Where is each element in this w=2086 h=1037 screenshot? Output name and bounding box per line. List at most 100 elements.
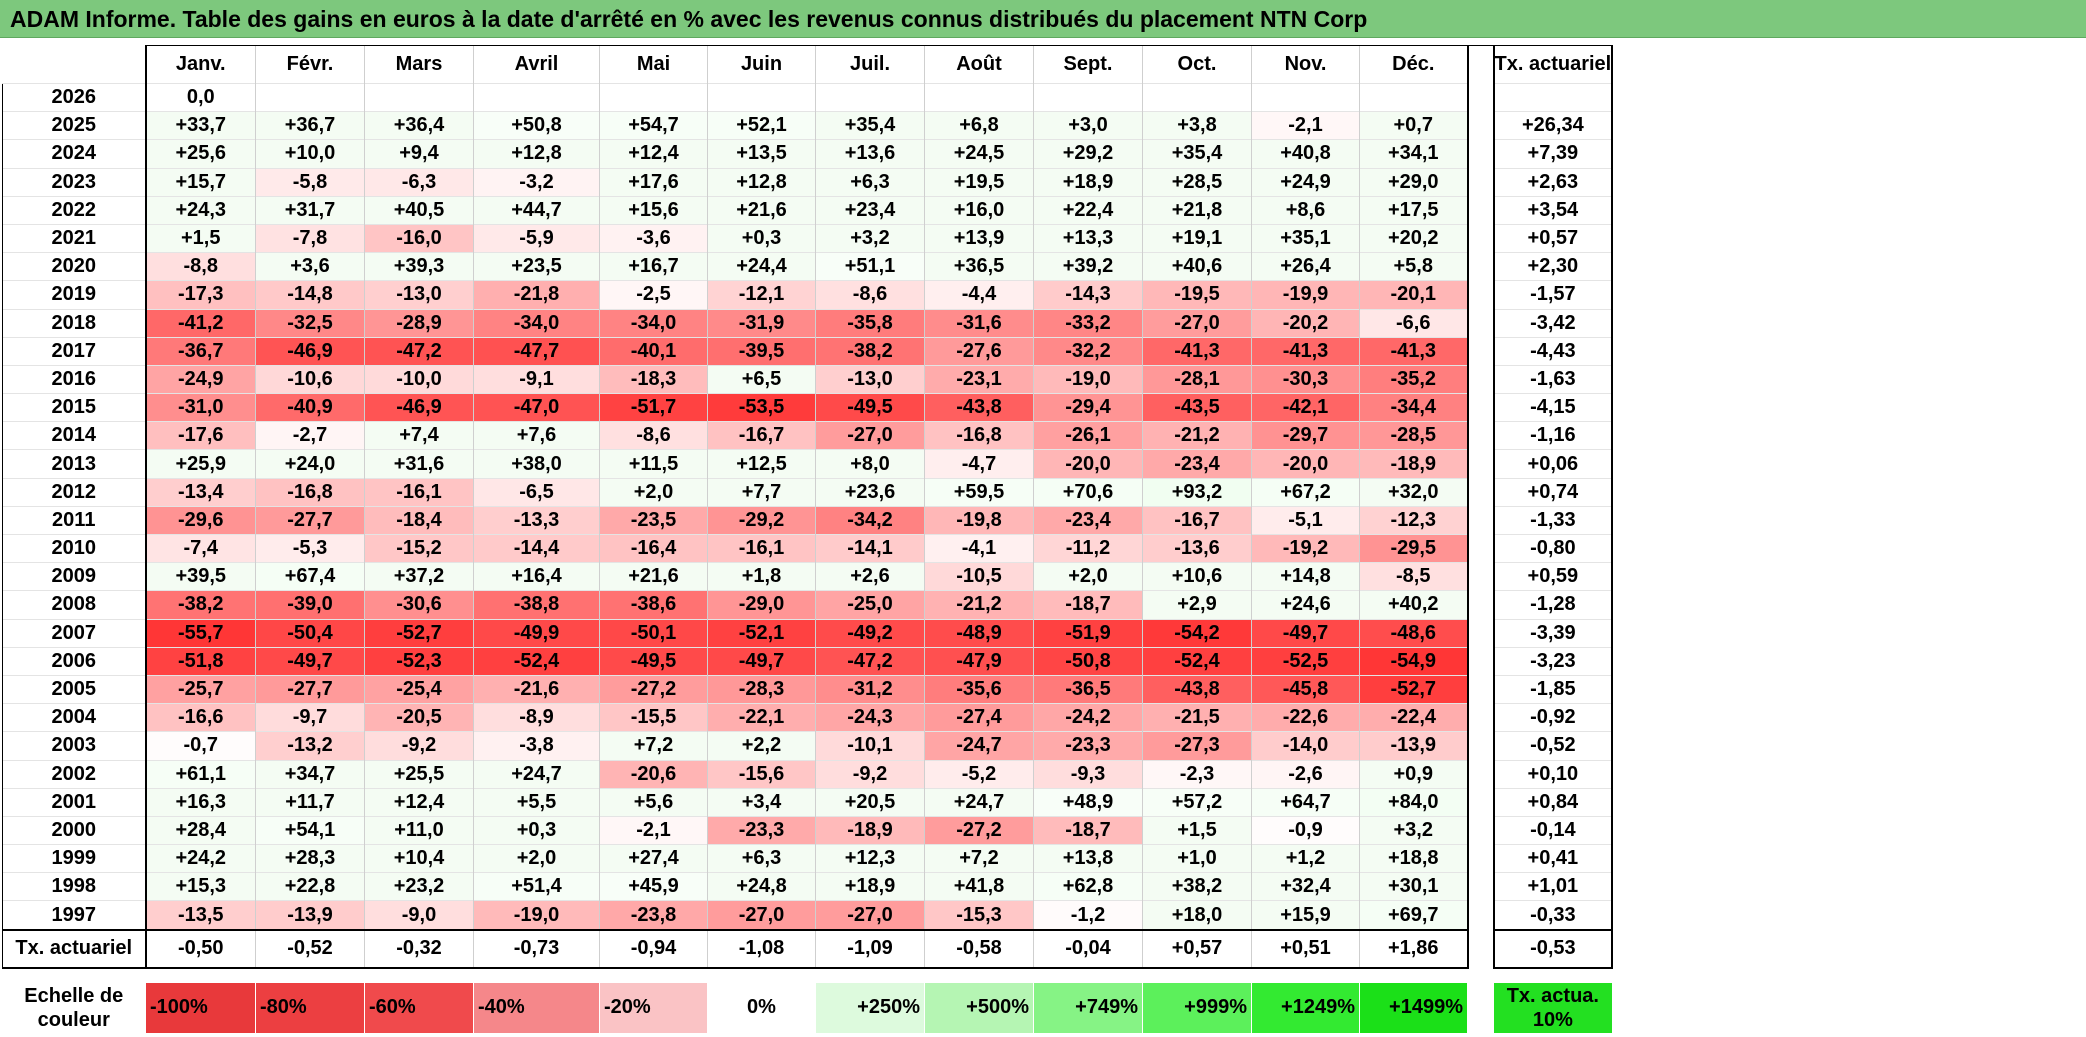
gain-cell: -41,3 [1251,336,1360,366]
gain-cell: -11,2 [1033,533,1143,563]
year-row: 2007 -55,7 -50,4 -52,7 -49,9 -50,1 -52,1 -49,2-… [2,618,1614,648]
gain-cell [1142,82,1252,112]
gain-cell [473,82,600,112]
gain-cell: -53,5 [707,393,816,422]
gain-cell: -40,1 [599,336,708,366]
gain-cell: -49,5 [599,646,708,676]
gain-cell: +16,4 [473,562,600,591]
gain-cell: -27,2 [599,674,708,704]
gain-cell: -27,7 [255,505,365,535]
gain-cell: -7,8 [255,223,365,253]
gain-cell: -23,3 [707,815,816,845]
gain-cell: -34,2 [815,505,925,535]
gain-cell: -3,6 [599,223,708,253]
gain-cell: -5,3 [255,533,365,563]
gain-cell: +13,9 [924,223,1034,253]
column-gap [1467,168,1494,197]
gain-cell: -51,9 [1033,618,1143,648]
gain-cell: +14,8 [1251,562,1360,591]
gain-cell: -13,9 [1359,731,1469,760]
gain-cell: +35,4 [815,111,925,140]
gain-cell: -16,1 [707,533,816,563]
annual-rate-cell: +1,01 [1492,872,1614,901]
gain-cell [707,82,816,112]
year-row: 2011 -29,6 -27,7 -18,4 -13,3 -23,5 -29,2 -34,2-… [2,505,1614,535]
year-row: 2018 -41,2 -32,5 -28,9 -34,0 -34,0 -31,9 -35,8-… [2,308,1614,338]
gain-cell: +21,6 [599,562,708,591]
gain-cell: -49,7 [707,646,816,676]
month-header: Juil. [815,45,925,84]
gain-cell: -13,0 [815,364,925,394]
gain-cell: -31,2 [815,674,925,704]
gain-cell: -22,6 [1251,703,1360,732]
gain-cell: +2,0 [473,844,600,873]
total-cell: -0,58 [924,928,1034,969]
gain-cell: +13,5 [707,139,816,169]
column-gap [1467,929,1494,968]
gain-cell: -43,8 [924,393,1034,422]
year-row: 1997 -13,5 -13,9 -9,0 -19,0 -23,8 -27,0 -27,0 -1… [2,900,1614,931]
gain-cell: -14,1 [815,533,925,563]
gain-cell: -51,7 [599,393,708,422]
gain-cell: -20,0 [1251,449,1360,479]
gain-cell: -8,6 [599,421,708,450]
gain-cell: +20,2 [1359,223,1469,253]
gain-cell: -29,6 [144,505,256,535]
gain-cell: +13,8 [1033,844,1143,873]
total-cell: -1,08 [707,928,816,969]
gains-table: Janv. Févr. Mars Avril Mai Juin Juil. Août Sept.… [2,45,1614,1033]
gain-cell: +3,0 [1033,111,1143,140]
column-gap [1467,83,1494,112]
annual-rate-cell: +2,63 [1492,167,1614,197]
gain-cell: +3,6 [255,252,365,281]
color-scale-step: -20% [599,982,708,1033]
year-row: 2010 -7,4 -5,3 -15,2 -14,4 -16,4 -16,1 -14,1 -4,… [2,533,1614,563]
gain-cell: -1,2 [1033,900,1143,931]
gain-cell: +28,4 [144,815,256,845]
gain-cell: -27,2 [924,815,1034,845]
gain-cell: +19,5 [924,167,1034,197]
year-row: 2020 -8,8 +3,6 +39,3 +23,5 +16,7 +24,4 +51,1 +36… [2,252,1614,281]
gain-cell: -50,8 [1033,646,1143,676]
gain-cell: -8,9 [473,703,600,732]
gain-cell: -7,4 [144,533,256,563]
gain-cell: -8,5 [1359,562,1469,591]
gain-cell: +11,5 [599,449,708,479]
total-cell: -0,50 [144,928,256,969]
column-gap [1467,816,1494,845]
gain-cell: -35,2 [1359,364,1469,394]
gain-cell: +23,6 [815,477,925,507]
annual-rate-cell [1492,82,1614,112]
gain-cell: -47,9 [924,646,1034,676]
gain-cell: +15,9 [1251,900,1360,931]
gain-cell: +24,0 [255,449,365,479]
gain-cell: +13,3 [1033,223,1143,253]
gain-cell: -27,7 [255,674,365,704]
year-label: 2017 [2,336,146,366]
year-row: 2003 -0,7 -13,2 -9,2 -3,8 +7,2 +2,2 -10,1 -24,7-… [2,731,1614,760]
gain-cell: -4,1 [924,533,1034,563]
gain-cell: -13,2 [255,731,365,760]
annual-rate-cell: -0,33 [1492,900,1614,931]
gain-cell: -40,9 [255,393,365,422]
gain-cell: -9,3 [1033,759,1143,789]
gain-cell: +24,8 [707,872,816,901]
annual-rate-cell: -1,33 [1492,505,1614,535]
annual-rate-cell: -4,43 [1492,336,1614,366]
annual-rate-cell: +0,57 [1492,223,1614,253]
gain-cell: +2,6 [815,562,925,591]
annual-rate-cell: -4,15 [1492,393,1614,422]
year-row: 2006 -51,8 -49,7 -52,3 -52,4 -49,5 -49,7 -47,2-… [2,646,1614,676]
gain-cell: -2,7 [255,421,365,450]
gain-cell: -0,7 [144,731,256,760]
gain-cell: -14,0 [1251,731,1360,760]
gain-cell: -52,7 [1359,674,1469,704]
gain-cell: -30,6 [364,590,474,620]
gain-cell: -20,6 [599,759,708,789]
gain-cell: +84,0 [1359,787,1469,817]
gain-cell: -36,5 [1033,674,1143,704]
gain-cell: +22,8 [255,872,365,901]
column-gap [1467,280,1494,309]
gain-cell: -38,8 [473,590,600,620]
gain-cell: +45,9 [599,872,708,901]
